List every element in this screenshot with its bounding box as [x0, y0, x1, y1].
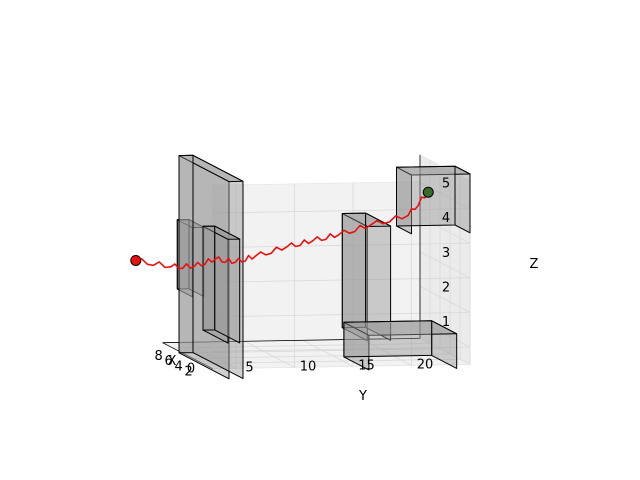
grid-line-y: [419, 180, 471, 365]
grid-line-y: [361, 181, 412, 366]
grid-line-x: [192, 170, 451, 359]
y-tick-label: 10: [300, 359, 317, 374]
grid-line-x: [182, 165, 441, 354]
obstacle-box: [396, 165, 471, 235]
z-axis-label: Z: [530, 257, 539, 272]
x-tick-label: 4: [174, 359, 182, 374]
obstacle-box: [202, 225, 241, 344]
z-tick-label: 4: [442, 211, 450, 226]
y-tick-label: 20: [417, 357, 434, 372]
grid-line-x: [202, 175, 461, 364]
y-tick-label: 15: [358, 358, 375, 373]
grid-line-z: [212, 251, 471, 283]
x-tick-label: 8: [154, 349, 162, 364]
obstacle-box: [178, 154, 244, 380]
z-tick-label: 5: [442, 177, 450, 192]
axes-panes: [162, 154, 471, 370]
z-tick-label: 1: [442, 315, 450, 330]
grid-line-y: [185, 184, 237, 369]
goal-marker: [422, 186, 434, 198]
obstacle-face: [178, 154, 194, 354]
y-tick-label: 5: [245, 360, 253, 375]
x-tick-label: 2: [184, 365, 192, 380]
obstacle-face: [341, 212, 367, 329]
grid-line-z: [212, 286, 471, 318]
y-tick-label: 0: [187, 361, 195, 376]
obstacle-face: [343, 320, 433, 358]
grid-line-x: [172, 160, 431, 349]
x-axis-label: X: [168, 354, 177, 369]
obstacle-face: [202, 225, 216, 331]
path-line: [135, 191, 429, 270]
grid-lines: [172, 160, 471, 369]
obstacle-box: [343, 320, 458, 371]
y-axis-line: [162, 337, 421, 344]
x-tick-label: 6: [164, 354, 172, 369]
start-marker: [130, 254, 142, 266]
y-axis-label: Y: [358, 389, 367, 404]
path-layer: [130, 186, 434, 270]
obstacle-face: [214, 225, 241, 344]
obstacle-box: [341, 212, 392, 342]
obstacle-face: [454, 165, 471, 234]
grid-line-y: [302, 182, 354, 367]
obstacles: [176, 154, 471, 380]
z-tick-label: 2: [442, 280, 450, 295]
obstacle-face: [176, 219, 190, 290]
axis-lines: [162, 154, 421, 370]
z-tick-label: 3: [442, 246, 450, 261]
grid-line-z: [212, 320, 471, 352]
x-axis-line: [162, 342, 213, 370]
